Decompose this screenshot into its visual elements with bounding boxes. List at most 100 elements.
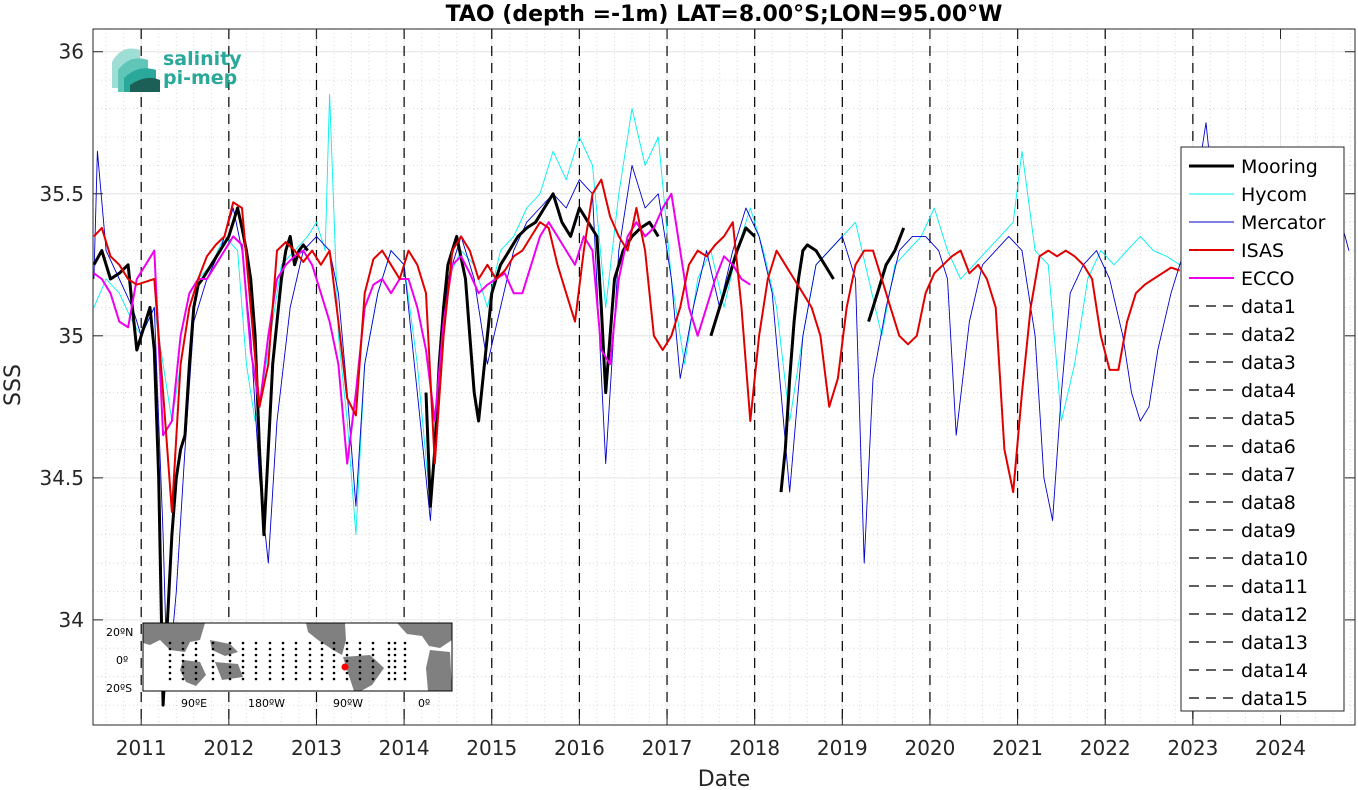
map-lon-label-2: 90ºW [333, 697, 363, 710]
mooring-dot [254, 665, 258, 669]
legend-label: data11 [1241, 576, 1308, 598]
x-tick-label: 2011 [116, 736, 167, 760]
mooring-dot [268, 677, 272, 681]
legend-entry-data15: data15 [1189, 688, 1308, 710]
mooring-dot [281, 677, 285, 681]
mooring-dot [387, 677, 391, 681]
mooring-dot [168, 671, 172, 675]
mooring-dot [294, 653, 298, 657]
mooring-dot [211, 641, 215, 645]
mooring-dot [320, 659, 324, 663]
mooring-dot [268, 671, 272, 675]
mooring-dot [393, 653, 397, 657]
mooring-dot [387, 653, 391, 657]
logo-line1: salinity [163, 48, 242, 70]
mooring-dot [194, 653, 198, 657]
mooring-dot [371, 641, 375, 645]
mooring-dot [181, 677, 185, 681]
mooring-dot [332, 641, 336, 645]
map-lon-label-1: 180ºW [248, 697, 285, 710]
legend-label: data15 [1241, 688, 1308, 710]
mooring-dot [345, 671, 349, 675]
x-tick-label: 2012 [203, 736, 254, 760]
mooring-dot [241, 659, 245, 663]
mooring-dot [393, 659, 397, 663]
mooring-dot [320, 641, 324, 645]
mooring-dot [358, 653, 362, 657]
series-line-hycom [93, 93, 1180, 536]
legend-label: data10 [1241, 548, 1308, 570]
mooring-dot [168, 659, 172, 663]
x-tick-label: 2020 [904, 736, 955, 760]
mooring-dot [168, 677, 172, 681]
legend: Mooring Hycom Mercator ISAS ECCO data1 data2 da… [1180, 146, 1345, 712]
mooring-dot [281, 647, 285, 651]
mooring-dot [393, 641, 397, 645]
legend-label: data4 [1241, 380, 1296, 402]
mooring-dot [371, 647, 375, 651]
mooring-dot [168, 665, 172, 669]
logo-line2: pi-mep [163, 67, 237, 89]
mooring-dot [403, 647, 407, 651]
mooring-dot [393, 677, 397, 681]
y-tick-label: 34 [59, 608, 84, 632]
mooring-dot [241, 671, 245, 675]
x-tick-label: 2013 [291, 736, 342, 760]
y-tick-label: 35.5 [39, 182, 84, 206]
legend-entry-data7: data7 [1189, 464, 1296, 486]
map-lon-label-3: 0º [418, 697, 430, 710]
series-line-mooring [867, 227, 906, 323]
mooring-dot [254, 653, 258, 657]
x-tick-label: 2014 [379, 736, 430, 760]
mooring-dot [403, 641, 407, 645]
mooring-dot [403, 671, 407, 675]
x-tick-label: 2019 [817, 736, 868, 760]
mooring-dot [393, 647, 397, 651]
mooring-dot [211, 647, 215, 651]
mooring-dot [268, 647, 272, 651]
mooring-dot [294, 671, 298, 675]
mooring-dot [211, 653, 215, 657]
y-tick-label: 34.5 [39, 466, 84, 490]
legend-entry-data11: data11 [1189, 576, 1308, 598]
mooring-dot [393, 665, 397, 669]
legend-entry-data5: data5 [1189, 408, 1296, 430]
mooring-dot [228, 659, 232, 663]
mooring-dot [281, 665, 285, 669]
x-tick-label: 2021 [992, 736, 1043, 760]
mooring-dot [268, 653, 272, 657]
mooring-dot [194, 677, 198, 681]
tao-mooring-dots [168, 641, 407, 681]
map-lat-label-1: 0º [116, 654, 128, 667]
legend-entry-isas: ISAS [1189, 240, 1284, 262]
x-tick-label: 2022 [1080, 736, 1131, 760]
mooring-dot [371, 665, 375, 669]
x-tick-label: 2024 [1255, 736, 1306, 760]
legend-label: ECCO [1241, 268, 1295, 290]
mooring-dot [241, 647, 245, 651]
mooring-dot [320, 653, 324, 657]
mooring-dot [281, 653, 285, 657]
legend-entry-hycom: Hycom [1189, 184, 1307, 206]
mooring-dot [387, 659, 391, 663]
mooring-dot [181, 653, 185, 657]
mooring-dot [371, 671, 375, 675]
mooring-dot [371, 677, 375, 681]
series-layer [92, 93, 1350, 707]
mooring-dot [308, 647, 312, 651]
x-axis-label: Date [698, 767, 751, 790]
mooring-dot [181, 641, 185, 645]
mooring-dot [294, 647, 298, 651]
mooring-dot [308, 677, 312, 681]
mooring-dot [308, 653, 312, 657]
plot-frame [92, 28, 1356, 726]
salinity-pi-mep-logo: salinity pi-mep [112, 48, 242, 92]
mooring-dot [294, 677, 298, 681]
mooring-dot [194, 641, 198, 645]
legend-label: data9 [1241, 520, 1296, 542]
mooring-dot [194, 671, 198, 675]
legend-label: data14 [1241, 660, 1308, 682]
map-lat-label-2: 20ºS [106, 682, 132, 695]
legend-label: Mercator [1241, 212, 1326, 234]
mooring-dot [332, 659, 336, 663]
